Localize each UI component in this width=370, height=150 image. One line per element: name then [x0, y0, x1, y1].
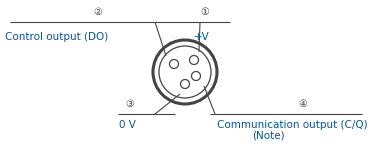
Text: (Note): (Note) [252, 131, 285, 141]
Text: ③: ③ [126, 99, 134, 109]
Text: ①: ① [201, 7, 209, 17]
Text: ④: ④ [299, 99, 307, 109]
Text: Control output (DO): Control output (DO) [5, 32, 108, 42]
Text: Communication output (C/Q): Communication output (C/Q) [217, 120, 368, 130]
Text: +V: +V [194, 32, 210, 42]
Text: ②: ② [94, 7, 102, 17]
Text: 0 V: 0 V [119, 120, 136, 130]
